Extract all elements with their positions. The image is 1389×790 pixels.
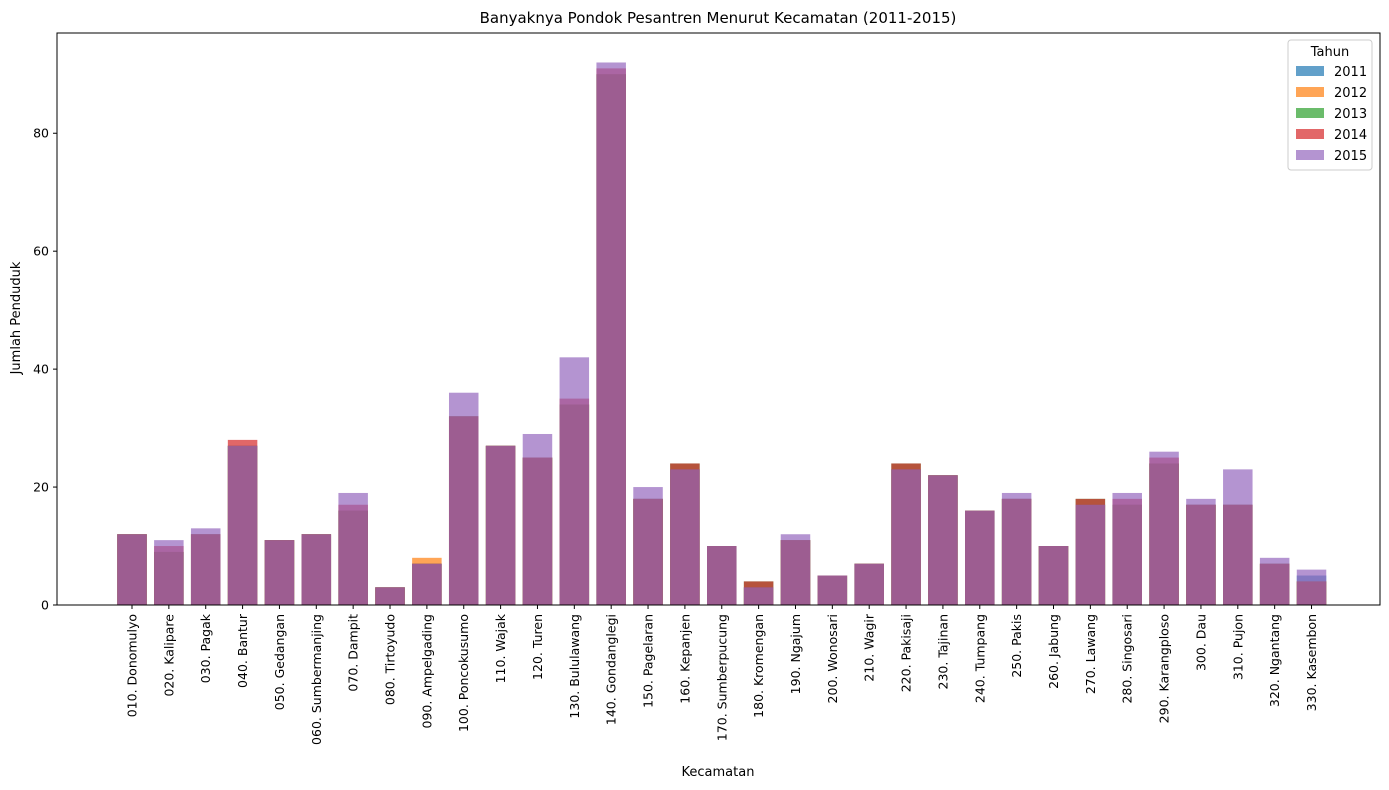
bar-2015-27 (1112, 492, 1142, 605)
y-tick-label: 40 (33, 362, 49, 377)
x-tick-label: 320. Ngantang (1267, 614, 1282, 707)
bar-2015-10 (485, 445, 516, 605)
series-2014 (117, 68, 1327, 605)
x-tick-label: 150. Pagelaran (641, 614, 656, 708)
y-tick-label: 60 (33, 244, 49, 259)
x-tick-label: 070. Dampit (346, 614, 361, 692)
x-tick-label: 300. Dau (1193, 614, 1208, 671)
series-2012 (117, 74, 1327, 605)
x-tick-label: 120. Turen (530, 614, 545, 680)
bar-2015-26 (1075, 504, 1106, 605)
bar-2015-22 (928, 475, 958, 605)
bar-2015-31 (1259, 557, 1290, 605)
bar-2015-14 (633, 487, 663, 605)
bar-2015-9 (448, 392, 479, 605)
bar-2015-32 (1296, 569, 1327, 605)
series-2015 (117, 62, 1327, 606)
bar-2015-1 (154, 540, 184, 605)
bar-2015-19 (817, 575, 848, 605)
x-tick-label: 020. Kalipare (161, 614, 176, 697)
bar-2015-11 (522, 433, 553, 605)
bar-2015-18 (780, 534, 811, 605)
x-tick-label: 260. Jabung (1046, 614, 1061, 689)
bar-2015-23 (965, 510, 995, 605)
x-axis-label: Kecamatan (682, 765, 755, 780)
bar-2015-4 (264, 540, 295, 605)
bar-2015-25 (1038, 546, 1069, 605)
legend-title: Tahun (1310, 45, 1349, 60)
bar-2015-8 (412, 563, 442, 605)
bar-2015-12 (559, 357, 590, 605)
legend-swatch-2011 (1296, 66, 1324, 76)
x-tick-label: 050. Gedangan (272, 614, 287, 710)
x-tick-label: 100. Poncokusumo (456, 614, 471, 732)
x-tick-label: 270. Lawang (1083, 614, 1098, 694)
y-tick-label: 80 (33, 126, 49, 141)
bar-2015-3 (227, 445, 258, 605)
bar-2015-16 (707, 546, 737, 605)
legend-swatch-2012 (1296, 87, 1324, 97)
x-tick-label: 240. Tumpang (972, 614, 987, 703)
bar-2015-21 (891, 469, 921, 605)
y-tick-label: 0 (41, 598, 49, 613)
legend-label-2015: 2015 (1334, 149, 1367, 164)
bars-layer (117, 62, 1327, 606)
x-tick-label: 330. Kasembon (1304, 614, 1319, 711)
legend-label-2013: 2013 (1334, 107, 1367, 122)
bar-2015-2 (190, 528, 221, 605)
bar-2015-7 (375, 587, 405, 605)
plot-frame (56, 32, 1381, 606)
y-axis-label: Jumlah Penduduk (9, 261, 24, 375)
x-tick-label: 170. Sumberpucung (714, 614, 729, 741)
bar-2015-30 (1223, 469, 1253, 605)
x-tick-label: 090. Ampelgading (419, 614, 434, 729)
legend-swatch-2014 (1296, 129, 1324, 139)
x-tick-label: 230. Tajinan (935, 614, 950, 689)
legend-label-2014: 2014 (1334, 128, 1367, 143)
series-2011 (117, 74, 1327, 605)
x-tick-label: 140. Gondanglegi (604, 614, 619, 725)
legend-label-2011: 2011 (1334, 65, 1367, 80)
bar-2015-29 (1186, 498, 1216, 605)
x-tick-label: 080. Tirtoyudo (383, 614, 398, 705)
x-tick-label: 110. Wajak (493, 613, 508, 683)
bar-2015-15 (670, 469, 700, 605)
legend-swatch-2013 (1296, 108, 1324, 118)
bar-2015-5 (301, 534, 332, 605)
x-tick-label: 060. Sumbermanjing (309, 614, 324, 745)
legend: Tahun 2011 2012 2013 2014 2015 (1287, 39, 1373, 171)
x-tick-label: 310. Pujon (1230, 614, 1245, 680)
x-tick-label: 030. Pagak (198, 613, 213, 683)
axes-layer: 0 20 40 60 80 010. Donomulyo 020. Kalipare 030.… (33, 32, 1381, 745)
bar-2015-17 (743, 587, 774, 605)
series-2013 (117, 74, 1327, 605)
x-tick-label: 040. Bantur (235, 613, 250, 688)
chart-title: Banyaknya Pondok Pesantren Menurut Kecam… (480, 9, 957, 27)
x-tick-label: 130. Bululawang (567, 614, 582, 719)
x-tick-label: 220. Pakisaji (899, 614, 914, 692)
bar-2015-20 (854, 563, 884, 605)
x-tick-label: 010. Donomulyo (125, 614, 140, 717)
x-tick-label: 190. Ngajum (788, 614, 803, 694)
bar-2015-6 (338, 492, 368, 605)
bar-2015-24 (1001, 492, 1032, 605)
x-tick-label: 280. Singosari (1120, 614, 1135, 704)
y-tick-label: 20 (33, 480, 49, 495)
x-tick-label: 210. Wagir (862, 613, 877, 681)
bar-2015-0 (117, 534, 147, 605)
x-tick-label: 160. Kepanjen (677, 614, 692, 704)
x-tick-label: 200. Wonosari (825, 614, 840, 703)
legend-swatch-2015 (1296, 150, 1324, 160)
x-tick-label: 180. Kromengan (751, 614, 766, 718)
bar-2015-13 (596, 62, 626, 606)
legend-label-2012: 2012 (1334, 86, 1367, 101)
x-tick-label: 290. Karangploso (1157, 614, 1172, 723)
x-tick-label: 250. Pakis (1009, 614, 1024, 678)
bar-2015-28 (1149, 451, 1179, 605)
